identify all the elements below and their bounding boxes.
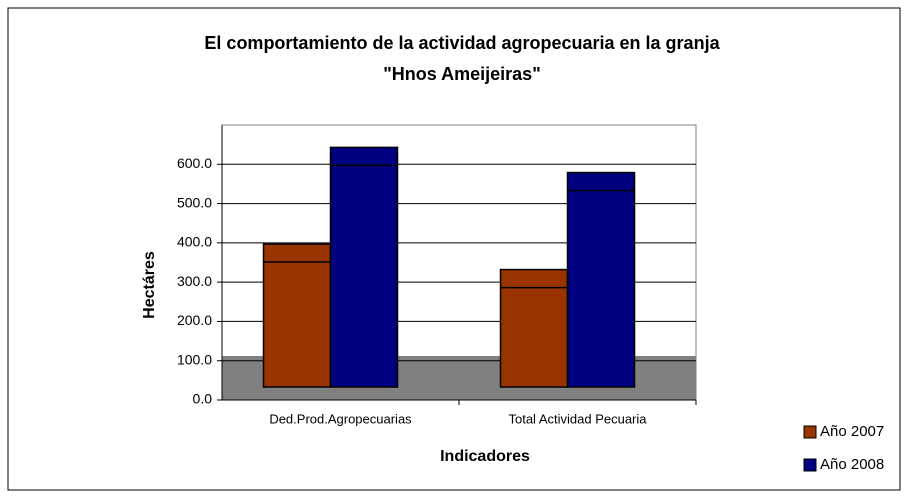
y-tick-label: 400.0 [177,234,212,250]
y-tick-label: 200.0 [177,312,212,328]
chart-title: "Hnos Ameijeiras" [383,64,540,84]
legend-label: Año 2007 [820,423,884,440]
y-tick-label: 600.0 [177,155,212,171]
bar [262,243,332,388]
bar [499,268,569,388]
y-axis-title: Hectáres [141,251,158,319]
x-tick-label: Ded.Prod.Agropecuarias [269,411,412,426]
y-tick-label: 0.0 [193,391,213,407]
legend-swatch [803,425,817,439]
legend-label: Año 2008 [820,456,884,473]
bar [329,146,399,388]
y-tick-label: 300.0 [177,273,212,289]
y-tick-label: 500.0 [177,194,212,210]
legend-swatch [803,458,817,472]
x-tick-label: Total Actividad Pecuaria [508,411,647,426]
x-axis-title: Indicadores [440,448,530,465]
bar [566,171,636,388]
y-tick-label: 100.0 [177,351,212,367]
chart-title: El comportamiento de la actividad agrope… [204,33,720,53]
